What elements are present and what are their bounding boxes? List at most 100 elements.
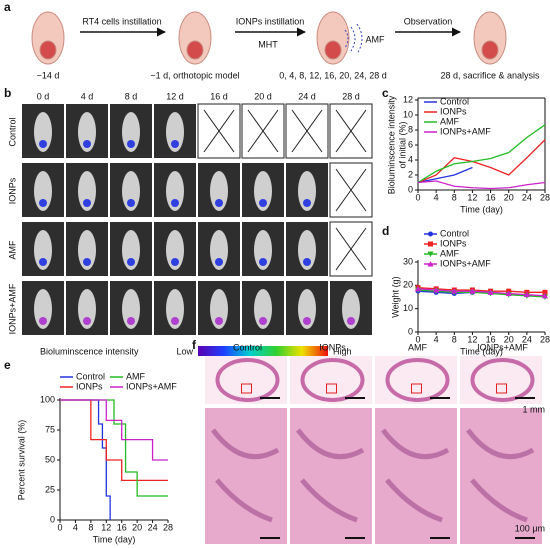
- x-tick-label: 16: [486, 334, 496, 344]
- signal: [83, 258, 91, 266]
- mouse: [78, 289, 96, 329]
- histology-label: IONPs: [319, 342, 346, 352]
- mouse: [166, 112, 184, 152]
- x-tick-label: 8: [452, 334, 457, 344]
- panel-label: b: [4, 86, 11, 100]
- day-label: 28 d: [342, 91, 360, 101]
- mouse: [78, 230, 96, 270]
- y-tick-label: 2: [408, 169, 413, 179]
- marker: [542, 289, 548, 295]
- panel-label: c: [382, 86, 389, 100]
- day-label: 16 d: [210, 91, 228, 101]
- x-tick-label: 28: [540, 334, 550, 344]
- day-label: 0 d: [37, 91, 50, 101]
- signal: [303, 317, 311, 325]
- mouse-icons: [31, 11, 507, 65]
- scale-label: 100 μm: [515, 523, 545, 533]
- x-tick-label: 0: [415, 334, 420, 344]
- panel-label: f: [192, 338, 197, 352]
- series-line: [417, 166, 473, 184]
- panel-label: a: [4, 0, 11, 14]
- y-tick-label: 0: [50, 514, 55, 524]
- histology-label: AMF: [408, 342, 428, 352]
- mouse: [34, 112, 52, 152]
- legend-label: AMF: [440, 248, 460, 258]
- signal: [171, 317, 179, 325]
- signal: [347, 317, 355, 325]
- group-label: IONPs+AMF: [7, 283, 17, 334]
- day-label: 8 d: [125, 91, 138, 101]
- signal: [83, 140, 91, 148]
- y-tick-label: 4: [408, 154, 413, 164]
- signal: [171, 140, 179, 148]
- day-label: 12 d: [166, 91, 184, 101]
- day-label: 20 d: [254, 91, 272, 101]
- signal: [127, 199, 135, 207]
- x-tick-label: 28: [163, 522, 173, 532]
- signal: [39, 317, 47, 325]
- series-line: [60, 399, 168, 482]
- x-tick-label: 24: [522, 334, 532, 344]
- signal: [39, 140, 47, 148]
- series-line: [60, 399, 111, 520]
- y-tick-label: 25: [45, 484, 55, 494]
- tissue-detail: [211, 428, 280, 523]
- mouse: [34, 230, 52, 270]
- field-waves: [344, 23, 363, 55]
- histology-zoom: [460, 408, 542, 544]
- y-axis-title: Weight (g): [390, 276, 400, 317]
- timepoint: 28 d, sacrifice & analysis: [440, 70, 540, 80]
- x-tick-label: 4: [434, 192, 439, 202]
- signal: [171, 258, 179, 266]
- cross: [335, 109, 367, 153]
- legend-label: IONPs: [440, 106, 467, 116]
- mouse: [34, 171, 52, 211]
- x-tick-label: 28: [540, 192, 550, 202]
- y-tick-label: 20: [403, 280, 413, 290]
- tissue-detail: [466, 428, 535, 523]
- mouse: [122, 289, 140, 329]
- marker: [427, 261, 434, 267]
- series-line: [417, 288, 546, 297]
- x-axis-title: Time (day): [93, 534, 136, 544]
- x-tick-label: 12: [467, 192, 477, 202]
- series-line: [60, 399, 168, 497]
- timepoint: 0, 4, 8, 12, 16, 20, 24, 28 d: [279, 70, 387, 80]
- signal: [215, 199, 223, 207]
- y-axis-title: Percent survival (%): [16, 420, 26, 501]
- histology-label: IONPs+AMF: [477, 342, 528, 352]
- legend-label: Control: [440, 228, 469, 238]
- x-tick-label: 0: [415, 192, 420, 202]
- legend-label: IONPs+AMF: [126, 381, 177, 391]
- legend-label: Control: [76, 371, 105, 381]
- mouse: [210, 289, 228, 329]
- tissue: [470, 358, 535, 402]
- colorbar: [198, 346, 328, 356]
- arrow-label: IONPs instillation: [236, 16, 305, 26]
- tissue-detail: [296, 428, 365, 523]
- mouse: [254, 230, 272, 270]
- x-tick-label: 20: [504, 334, 514, 344]
- series-line: [417, 139, 546, 184]
- legend-label: Control: [440, 96, 469, 106]
- day-label: 24 d: [298, 91, 316, 101]
- empty-cell: [329, 162, 373, 218]
- series-line: [417, 287, 545, 293]
- cross: [203, 109, 235, 153]
- mouse: [166, 171, 184, 211]
- mouse: [122, 171, 140, 211]
- x-tick-label: 16: [117, 522, 127, 532]
- histology-zoom: [290, 408, 372, 544]
- mouse: [298, 230, 316, 270]
- marker: [487, 289, 494, 295]
- x-tick-label: 0: [57, 522, 62, 532]
- mouse: [298, 171, 316, 211]
- signal: [259, 199, 267, 207]
- y-tick-label: 100: [40, 394, 55, 404]
- mouse: [254, 171, 272, 211]
- signal: [303, 199, 311, 207]
- x-tick-label: 12: [467, 334, 477, 344]
- mouse: [34, 289, 52, 329]
- legend-label: IONPs: [76, 381, 103, 391]
- zoom-box: [411, 383, 422, 394]
